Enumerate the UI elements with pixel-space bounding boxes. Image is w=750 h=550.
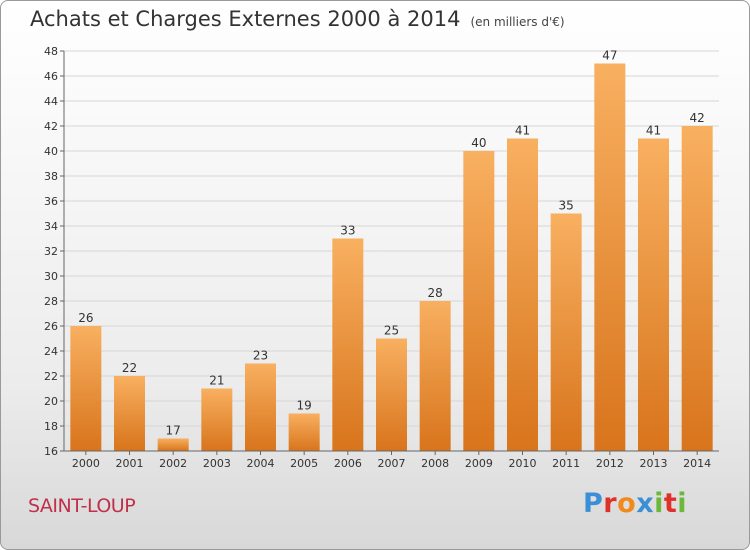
x-tick-label: 2010 xyxy=(509,457,537,470)
bar-value-label: 41 xyxy=(515,124,530,138)
logo-letter: r xyxy=(603,488,618,519)
x-tick-label: 2003 xyxy=(203,457,231,470)
x-tick-label: 2001 xyxy=(116,457,144,470)
logo-letter: x xyxy=(636,488,655,519)
bar-value-label: 40 xyxy=(471,136,486,150)
logo-letter: i xyxy=(654,488,664,519)
x-tick-label: 2004 xyxy=(247,457,275,470)
bar-value-label: 26 xyxy=(78,311,93,325)
y-tick-label: 42 xyxy=(44,120,58,133)
y-tick-label: 34 xyxy=(44,220,58,233)
bar-value-label: 42 xyxy=(690,111,705,125)
bar-value-label: 22 xyxy=(122,361,137,375)
bar-2003 xyxy=(201,388,233,451)
x-tick-label: 2000 xyxy=(72,457,100,470)
y-tick-label: 48 xyxy=(44,45,58,58)
bar-2002 xyxy=(157,438,189,451)
y-tick-label: 40 xyxy=(44,145,58,158)
bar-2013 xyxy=(638,138,669,451)
y-tick-label: 32 xyxy=(44,245,58,258)
bar-value-label: 25 xyxy=(384,324,399,338)
bar-value-label: 47 xyxy=(602,49,617,63)
proxiti-logo[interactable]: Proxiti xyxy=(583,488,687,519)
chart-title: Achats et Charges Externes 2000 à 2014 (e… xyxy=(30,7,565,31)
x-tick-label: 2013 xyxy=(640,457,668,470)
bar-2009 xyxy=(463,151,495,451)
bar-2012 xyxy=(594,63,626,451)
bar-2007 xyxy=(376,338,407,451)
y-tick-label: 38 xyxy=(44,170,58,183)
y-tick-label: 24 xyxy=(44,345,58,358)
chart-unit: (en milliers d'€) xyxy=(470,15,565,29)
x-tick-label: 2009 xyxy=(465,457,493,470)
y-tick-label: 26 xyxy=(44,320,58,333)
logo-letter: t xyxy=(663,488,678,519)
bar-value-label: 19 xyxy=(297,399,312,413)
x-tick-label: 2005 xyxy=(290,457,318,470)
bar-2011 xyxy=(550,213,582,451)
logo-letter: i xyxy=(677,488,688,519)
bar-2008 xyxy=(419,301,451,451)
x-tick-label: 2002 xyxy=(159,457,187,470)
bar-value-label: 35 xyxy=(559,199,574,213)
x-tick-label: 2007 xyxy=(378,457,406,470)
logo-letter: P xyxy=(583,488,604,519)
y-tick-label: 28 xyxy=(44,295,58,308)
bar-value-label: 21 xyxy=(209,374,224,388)
bar-value-label: 33 xyxy=(340,224,355,238)
x-tick-label: 2006 xyxy=(334,457,362,470)
bar-2006 xyxy=(332,238,364,451)
bar-2001 xyxy=(114,376,145,451)
bar-value-label: 17 xyxy=(166,424,181,438)
bar-2010 xyxy=(507,138,538,451)
logo-letter: o xyxy=(617,488,637,519)
x-tick-label: 2008 xyxy=(421,457,449,470)
bar-2004 xyxy=(245,363,276,451)
y-tick-label: 30 xyxy=(44,270,58,283)
x-tick-label: 2014 xyxy=(683,457,711,470)
x-tick-label: 2012 xyxy=(596,457,624,470)
place-name: SAINT-LOUP xyxy=(28,495,136,517)
bar-2000 xyxy=(70,326,102,451)
y-tick-label: 16 xyxy=(44,445,58,458)
y-tick-label: 18 xyxy=(44,420,58,433)
y-tick-label: 36 xyxy=(44,195,58,208)
bar-value-label: 41 xyxy=(646,124,661,138)
y-tick-label: 46 xyxy=(44,70,58,83)
y-tick-label: 20 xyxy=(44,395,58,408)
y-tick-label: 22 xyxy=(44,370,58,383)
x-tick-label: 2011 xyxy=(552,457,580,470)
bar-value-label: 23 xyxy=(253,349,268,363)
bar-2014 xyxy=(681,126,713,451)
y-tick-label: 44 xyxy=(44,95,58,108)
chart-title-text: Achats et Charges Externes 2000 à 2014 xyxy=(30,7,461,31)
bar-2005 xyxy=(288,413,320,451)
bar-value-label: 28 xyxy=(428,286,443,300)
